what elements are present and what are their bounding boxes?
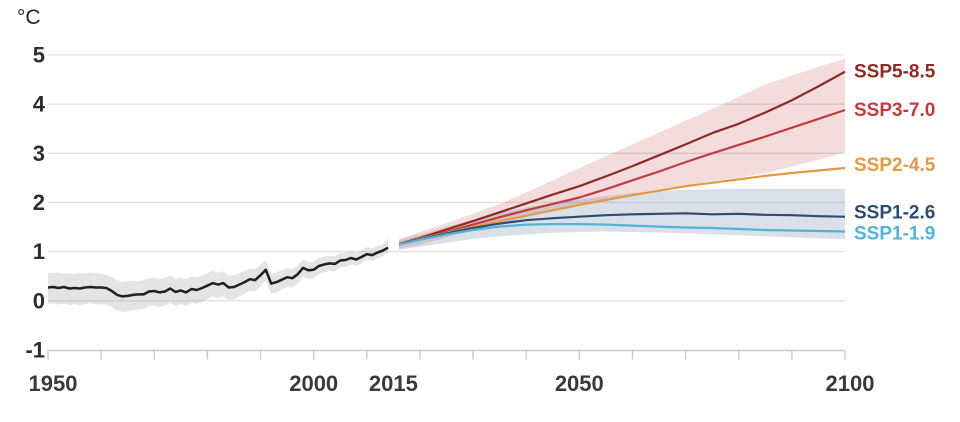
x-axis-tick-label: 2100	[826, 371, 875, 396]
series-label-ssp1-2-6: SSP1-2.6	[854, 203, 935, 224]
series-line-ssp5-8-5	[399, 70, 846, 246]
series-label-ssp3-7-0: SSP3-7.0	[854, 100, 935, 121]
series-label-ssp5-8-5: SSP5-8.5	[854, 62, 936, 83]
y-axis-tick-label: 5	[33, 42, 45, 67]
y-axis-tick-label: 0	[33, 288, 45, 313]
x-axis-tick-label: 2050	[555, 371, 604, 396]
x-axis-tick-label: 2015	[369, 371, 418, 396]
y-axis-unit-label: °C	[17, 6, 41, 29]
x-axis-tick-label: 2000	[289, 371, 338, 396]
y-axis-tick-label: 2	[33, 190, 45, 215]
y-axis-tick-label: 1	[33, 239, 45, 264]
y-axis-tick-label: 4	[33, 92, 46, 117]
ssp3-uncertainty-band	[399, 58, 845, 249]
projection-group	[399, 58, 846, 250]
series-label-ssp2-4-5: SSP2-4.5	[854, 155, 936, 176]
y-axis-tick-label: -1	[25, 338, 45, 363]
series-line-ssp1-2-6	[399, 212, 846, 246]
historical-line	[47, 246, 389, 298]
x-axis-tick-label: 1950	[29, 371, 78, 396]
ssp1-uncertainty-band	[399, 188, 845, 250]
series-line-ssp1-1-9	[399, 223, 846, 246]
y-axis-tick-label: 3	[33, 141, 45, 166]
series-label-ssp1-1-9: SSP1-1.9	[854, 224, 935, 245]
series-line-ssp3-7-0	[399, 108, 846, 246]
